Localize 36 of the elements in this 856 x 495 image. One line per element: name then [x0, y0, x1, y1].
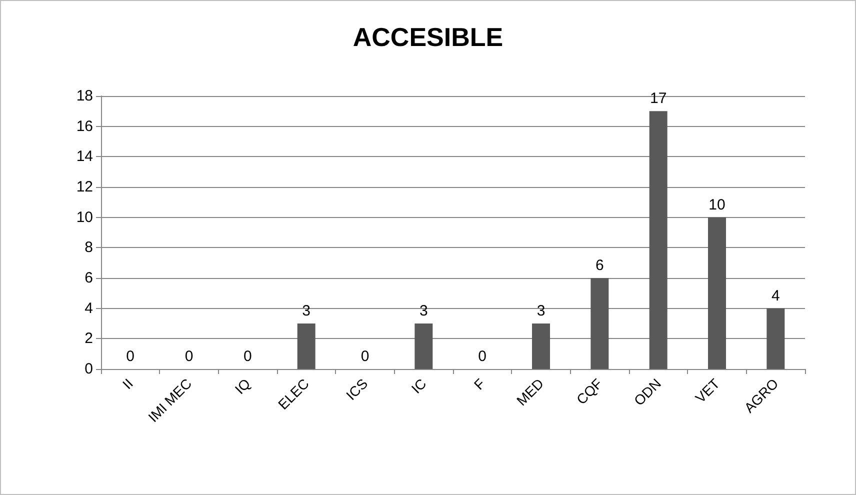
bar [297, 324, 316, 369]
y-tick-label: 12 [76, 178, 93, 196]
data-label: 3 [536, 302, 546, 320]
data-label: 0 [243, 348, 252, 365]
bar [708, 217, 726, 369]
y-tick-label: 0 [84, 360, 93, 378]
bar [649, 111, 668, 369]
data-label: 0 [126, 348, 135, 365]
y-tick-label: 16 [76, 118, 93, 135]
y-tick-label: 6 [84, 270, 93, 286]
y-tick-label: 8 [84, 239, 93, 256]
x-tick-label: ICS [342, 375, 371, 404]
chart-title: ACCESIBLE [352, 22, 504, 52]
bar [532, 324, 550, 369]
y-tick-label: 18 [76, 88, 93, 104]
y-tick-label: 2 [84, 330, 93, 348]
data-label: 3 [302, 302, 311, 320]
x-tick-label: II [119, 375, 136, 392]
y-tick-label: 14 [76, 148, 93, 166]
data-label: 10 [708, 196, 726, 214]
x-tick-label: VET [692, 375, 723, 406]
bar [590, 278, 609, 369]
data-label: 0 [360, 348, 370, 365]
y-tick-label: 10 [76, 208, 93, 226]
x-tick-label: F [470, 375, 488, 393]
data-label: 4 [771, 287, 780, 304]
data-label: 6 [595, 257, 604, 274]
data-label: 0 [478, 348, 487, 365]
x-tick-label: IQ [232, 375, 254, 398]
bar [414, 324, 433, 369]
data-label: 17 [650, 90, 667, 108]
bar [766, 308, 785, 369]
data-label: 3 [419, 302, 428, 320]
data-label: 0 [184, 348, 194, 365]
y-tick-label: 4 [84, 300, 93, 317]
x-tick-label: IC [408, 375, 430, 397]
